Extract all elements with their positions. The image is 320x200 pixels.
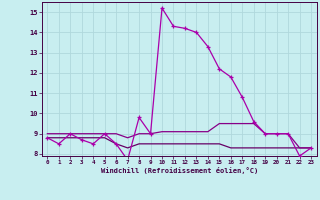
X-axis label: Windchill (Refroidissement éolien,°C): Windchill (Refroidissement éolien,°C) (100, 167, 258, 174)
